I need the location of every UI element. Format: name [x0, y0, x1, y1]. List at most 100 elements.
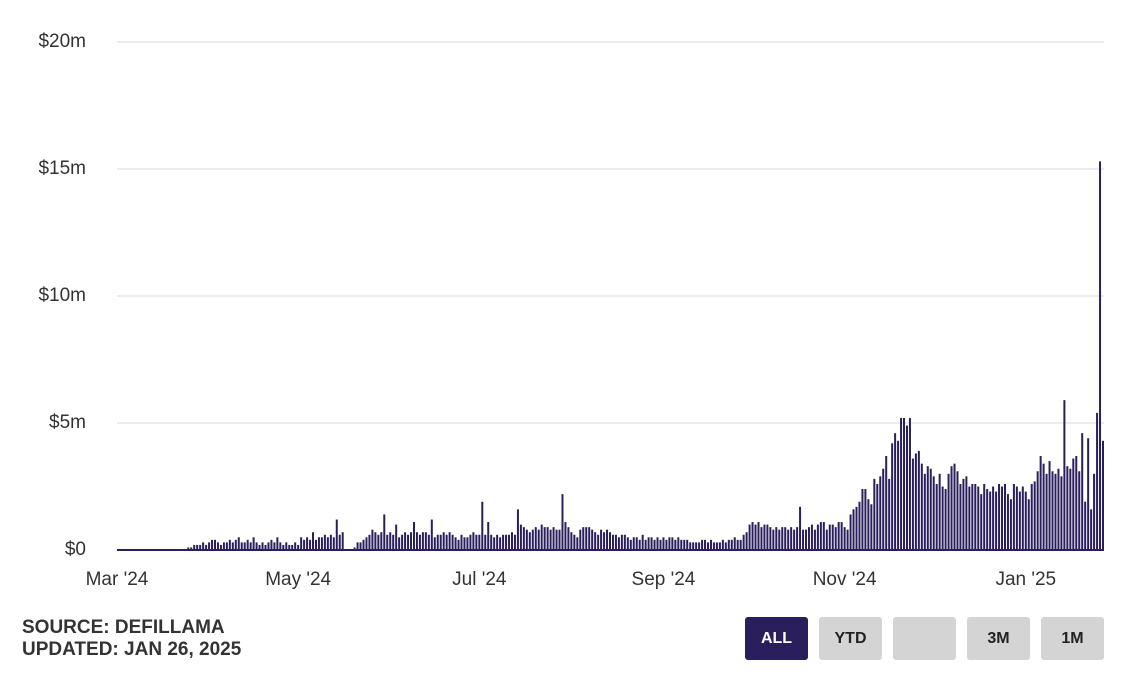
range-button[interactable]: ALL: [745, 617, 808, 660]
bar: [475, 534, 478, 550]
x-tick-label: May '24: [265, 569, 331, 590]
bar: [386, 534, 389, 550]
bar: [846, 529, 849, 550]
bar: [873, 478, 876, 550]
bar: [1036, 471, 1039, 550]
bar: [448, 532, 451, 550]
range-button[interactable]: [893, 617, 956, 660]
bar: [505, 534, 508, 550]
bar: [211, 539, 214, 550]
bar: [356, 542, 359, 550]
x-tick-label: Nov '24: [813, 569, 877, 590]
bar: [490, 534, 493, 550]
bar: [1078, 471, 1081, 550]
bar: [671, 537, 674, 550]
bar: [294, 542, 297, 550]
bar: [816, 524, 819, 550]
bar: [956, 471, 959, 550]
bar: [763, 524, 766, 550]
range-button[interactable]: 1M: [1041, 617, 1104, 660]
bar: [1054, 473, 1057, 550]
bar: [1060, 476, 1063, 550]
bar: [1045, 473, 1048, 550]
bar: [659, 539, 662, 550]
bar: [668, 537, 671, 550]
bar: [891, 443, 894, 550]
bar: [243, 542, 246, 550]
bar: [775, 527, 778, 550]
bar: [1021, 486, 1024, 550]
bar: [519, 524, 522, 550]
bar: [920, 463, 923, 550]
bar: [291, 544, 294, 550]
bar: [739, 539, 742, 550]
bar: [665, 539, 668, 550]
bar: [534, 527, 537, 550]
bar: [614, 534, 617, 550]
bar: [445, 534, 448, 550]
bar: [606, 529, 609, 550]
bar: [412, 522, 415, 550]
bar: [513, 534, 516, 550]
bar: [454, 537, 457, 550]
bar: [205, 544, 208, 550]
bar: [436, 534, 439, 550]
bar: [656, 537, 659, 550]
bar: [926, 466, 929, 550]
bar: [190, 547, 193, 550]
bar: [481, 501, 484, 550]
bar: [852, 509, 855, 550]
bar: [252, 537, 255, 550]
bar: [911, 458, 914, 550]
bar: [303, 539, 306, 550]
bar: [549, 529, 552, 550]
bar: [1027, 499, 1030, 550]
range-button[interactable]: 3M: [967, 617, 1030, 660]
bar: [466, 537, 469, 550]
bar: [962, 478, 965, 550]
y-tick-label: $0: [65, 539, 86, 560]
bar: [1099, 161, 1102, 550]
bar: [234, 539, 237, 550]
bar: [332, 537, 335, 550]
bar: [537, 529, 540, 550]
bar: [698, 542, 701, 550]
bar: [998, 483, 1001, 550]
bar: [929, 468, 932, 550]
bar: [424, 532, 427, 550]
bar: [674, 539, 677, 550]
bar: [790, 527, 793, 550]
bar: [992, 486, 995, 550]
bar: [314, 539, 317, 550]
x-tick-label: Jan '25: [995, 569, 1056, 590]
bar: [680, 539, 683, 550]
bar: [600, 529, 603, 550]
bar: [522, 527, 525, 550]
bar: [297, 544, 300, 550]
bar: [404, 532, 407, 550]
bar: [724, 542, 727, 550]
bar: [255, 542, 258, 550]
bar: [395, 524, 398, 550]
bar: [317, 537, 320, 550]
bar: [766, 524, 769, 550]
bar: [959, 483, 962, 550]
bar: [469, 534, 472, 550]
bar: [935, 483, 938, 550]
x-tick-label: Sep '24: [632, 569, 696, 590]
bar: [594, 532, 597, 550]
bar: [516, 509, 519, 550]
bar: [1072, 458, 1075, 550]
bar: [888, 478, 891, 550]
bar: [496, 534, 499, 550]
bar: [1024, 491, 1027, 550]
bar: [736, 539, 739, 550]
bar: [807, 527, 810, 550]
bar: [1075, 456, 1078, 550]
bar: [757, 522, 760, 550]
bar: [329, 534, 332, 550]
bar: [591, 529, 594, 550]
range-button[interactable]: YTD: [819, 617, 882, 660]
bar: [338, 534, 341, 550]
